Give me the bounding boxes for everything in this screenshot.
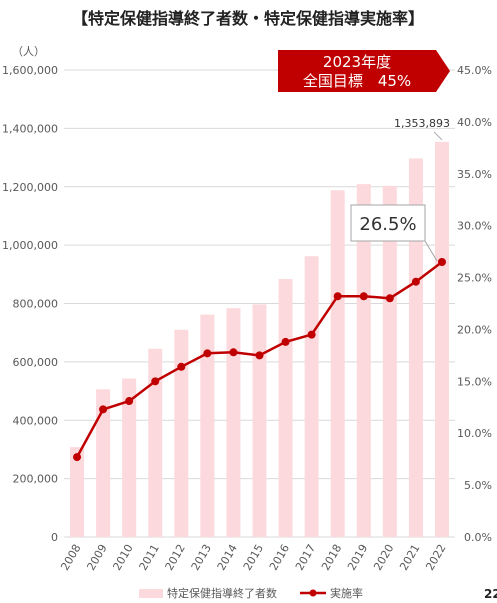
right-tick-label: 20.0% xyxy=(457,323,492,336)
x-tick-label: 2009 xyxy=(84,542,109,573)
callout-leader xyxy=(424,240,438,262)
target-box: 2023年度 全国目標 45% xyxy=(278,50,450,92)
left-axis: 0 200,000 400,000 600,000 800,000 1,000,000 1,… xyxy=(2,64,58,544)
rate-annotation-callout: 26.5% xyxy=(350,204,438,262)
rate-point xyxy=(229,348,238,357)
x-tick-label: 2017 xyxy=(293,542,318,573)
bar xyxy=(382,185,397,537)
left-tick-label: 0 xyxy=(51,531,58,544)
x-tick-label: 2014 xyxy=(215,542,240,573)
rate-point xyxy=(99,405,108,414)
bar xyxy=(200,314,215,537)
bar-series xyxy=(70,141,449,538)
bar xyxy=(434,141,449,538)
bar xyxy=(278,278,293,537)
x-tick-label: 2016 xyxy=(267,542,292,573)
bar xyxy=(148,348,163,537)
left-tick-label: 1,200,000 xyxy=(2,181,58,194)
target-box-bg xyxy=(278,50,436,92)
data-labels: 1,353,893 xyxy=(394,117,450,141)
x-tick-label: 2010 xyxy=(111,542,136,573)
rate-point xyxy=(73,453,82,462)
left-axis-unit: （人） xyxy=(12,45,45,58)
callout-text: 26.5% xyxy=(359,214,416,235)
rate-point xyxy=(307,330,316,339)
bar xyxy=(174,329,189,537)
x-tick-label: 2015 xyxy=(241,542,266,573)
target-box-line1: 2023年度 xyxy=(323,53,391,71)
bar xyxy=(226,308,241,537)
right-tick-label: 40.0% xyxy=(457,116,492,129)
data-label-leader xyxy=(433,131,443,141)
left-tick-label: 1,400,000 xyxy=(2,122,58,135)
bar xyxy=(70,447,85,537)
legend-line-marker xyxy=(309,589,317,597)
rate-point xyxy=(125,397,134,406)
left-tick-label: 1,600,000 xyxy=(2,64,58,77)
page-number: 22 xyxy=(484,587,497,601)
x-tick-label: 2013 xyxy=(189,542,214,573)
left-tick-label: 800,000 xyxy=(13,298,59,311)
rate-point xyxy=(177,362,186,371)
legend-line-label: 実施率 xyxy=(330,586,363,600)
x-tick-label: 2011 xyxy=(137,542,162,573)
x-tick-label: 2021 xyxy=(397,542,422,573)
right-tick-label: 5.0% xyxy=(464,479,492,492)
bar xyxy=(304,256,319,537)
rate-point xyxy=(281,337,290,346)
legend-bar-swatch xyxy=(139,589,163,598)
right-axis: 0.0% 5.0% 10.0% 15.0% 20.0% 25.0% 30.0% 35.0% 40… xyxy=(457,64,492,544)
bar xyxy=(122,378,137,537)
right-tick-label: 25.0% xyxy=(457,272,492,285)
legend-bar-label: 特定保健指導終了者数 xyxy=(167,586,277,600)
bar xyxy=(330,190,345,537)
data-label: 1,353,893 xyxy=(394,117,450,130)
x-tick-label: 2020 xyxy=(371,542,396,573)
right-tick-label: 30.0% xyxy=(457,220,492,233)
rate-point xyxy=(255,351,264,360)
bar xyxy=(356,184,371,538)
x-tick-label: 2019 xyxy=(345,542,370,573)
target-box-arrow xyxy=(436,50,450,92)
chart-title: 【特定保健指導終了者数・特定保健指導実施率】 xyxy=(72,9,424,28)
x-axis: 2008 2009 2010 2011 2012 2013 2014 2015 2016 2017… xyxy=(58,542,448,573)
bar xyxy=(408,158,423,538)
x-tick-label: 2022 xyxy=(423,542,448,573)
right-tick-label: 0.0% xyxy=(464,531,492,544)
callout-box xyxy=(350,204,426,242)
left-tick-label: 1,000,000 xyxy=(2,239,58,252)
legend: 特定保健指導終了者数 実施率 xyxy=(139,586,363,600)
x-tick-label: 2018 xyxy=(319,542,344,573)
left-tick-label: 400,000 xyxy=(13,414,59,427)
left-tick-label: 200,000 xyxy=(13,473,59,486)
rate-point xyxy=(385,294,394,303)
rate-point xyxy=(333,292,342,301)
rate-point xyxy=(151,377,160,386)
x-tick-label: 2012 xyxy=(163,542,188,573)
target-box-line2: 全国目標 45% xyxy=(303,72,411,90)
left-tick-label: 600,000 xyxy=(13,356,59,369)
right-tick-label: 45.0% xyxy=(457,64,492,77)
rate-line-series xyxy=(73,257,446,462)
rate-point xyxy=(203,349,212,358)
bar xyxy=(252,304,267,537)
right-tick-label: 35.0% xyxy=(457,168,492,181)
right-tick-label: 15.0% xyxy=(457,375,492,388)
rate-point xyxy=(437,257,446,266)
x-tick-label: 2008 xyxy=(58,542,83,573)
rate-point xyxy=(359,292,368,301)
right-tick-label: 10.0% xyxy=(457,427,492,440)
bar xyxy=(96,389,111,537)
rate-point xyxy=(411,277,420,286)
